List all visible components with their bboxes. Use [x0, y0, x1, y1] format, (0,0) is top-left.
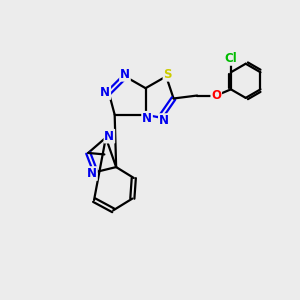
Text: N: N: [87, 167, 97, 180]
Text: S: S: [164, 68, 172, 81]
Text: O: O: [211, 89, 221, 102]
Text: N: N: [104, 130, 114, 143]
Text: N: N: [159, 114, 169, 127]
Text: N: N: [120, 68, 130, 81]
Text: N: N: [142, 112, 152, 125]
Text: Cl: Cl: [224, 52, 237, 65]
Text: N: N: [100, 86, 110, 99]
